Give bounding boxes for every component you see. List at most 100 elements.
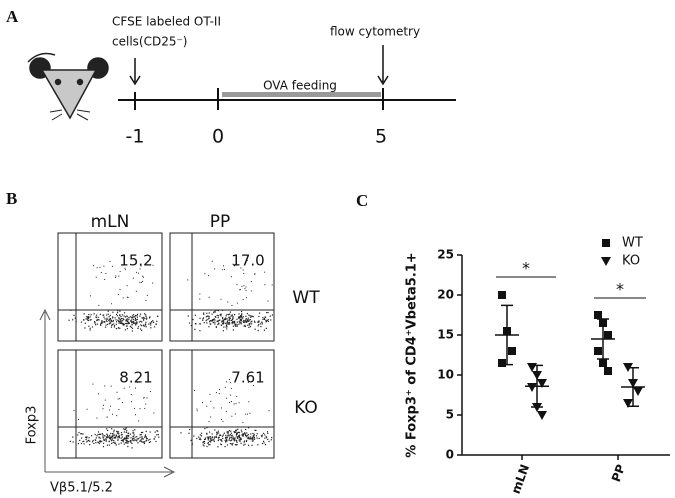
dot bbox=[231, 415, 233, 417]
dot bbox=[252, 316, 254, 318]
dot bbox=[115, 313, 118, 316]
dot bbox=[117, 439, 119, 441]
dot bbox=[228, 313, 230, 316]
dot bbox=[140, 265, 142, 267]
dot bbox=[123, 431, 126, 433]
dot bbox=[140, 320, 142, 322]
y-tick-label: 25 bbox=[437, 248, 454, 262]
dot bbox=[105, 319, 108, 321]
dot bbox=[134, 314, 137, 317]
dot bbox=[141, 275, 143, 277]
dot bbox=[118, 435, 120, 437]
dot bbox=[119, 398, 121, 400]
dot bbox=[267, 438, 269, 441]
dot bbox=[202, 401, 204, 403]
dot bbox=[234, 314, 236, 316]
dot bbox=[267, 311, 269, 314]
dot bbox=[253, 273, 255, 275]
data-point bbox=[604, 331, 612, 339]
dot bbox=[225, 437, 227, 439]
y-tick-label: 5 bbox=[446, 408, 454, 422]
dot bbox=[253, 434, 255, 437]
dot bbox=[117, 435, 119, 438]
dot bbox=[193, 389, 195, 391]
dot bbox=[242, 435, 244, 437]
dot bbox=[83, 319, 85, 321]
dot bbox=[248, 438, 250, 440]
dot bbox=[120, 439, 123, 442]
dot bbox=[236, 284, 238, 286]
dot bbox=[243, 441, 245, 443]
dot bbox=[199, 298, 201, 300]
dot bbox=[213, 311, 215, 313]
dot bbox=[217, 439, 219, 442]
dot bbox=[247, 444, 250, 446]
data-point bbox=[537, 379, 547, 388]
dot bbox=[110, 436, 113, 439]
dot bbox=[89, 319, 91, 321]
dot bbox=[125, 431, 127, 433]
dot bbox=[104, 399, 106, 401]
dot bbox=[247, 413, 249, 415]
dot bbox=[125, 440, 127, 442]
dot bbox=[118, 275, 120, 277]
dot bbox=[268, 440, 270, 443]
dot bbox=[72, 436, 74, 438]
dot bbox=[106, 320, 108, 323]
dot bbox=[263, 442, 265, 444]
data-point bbox=[623, 399, 633, 408]
dot bbox=[271, 284, 273, 286]
dot bbox=[202, 444, 204, 446]
mouse-icon bbox=[27, 52, 109, 121]
dot bbox=[211, 439, 213, 441]
dot bbox=[233, 321, 235, 323]
dot bbox=[125, 435, 127, 437]
dot bbox=[86, 408, 88, 410]
dot bbox=[117, 293, 119, 295]
y-tick-label: 10 bbox=[437, 368, 454, 382]
dot bbox=[111, 265, 113, 267]
dot bbox=[100, 433, 102, 435]
dot bbox=[212, 319, 214, 322]
dot bbox=[189, 428, 191, 431]
dot bbox=[241, 431, 243, 433]
dot bbox=[102, 439, 105, 441]
column-header: PP bbox=[210, 212, 231, 232]
dot bbox=[250, 323, 253, 325]
dot bbox=[145, 314, 147, 316]
dot bbox=[245, 440, 248, 443]
dot bbox=[145, 318, 148, 320]
dot bbox=[236, 321, 238, 323]
dot bbox=[217, 430, 220, 432]
dot bbox=[243, 433, 245, 435]
dot bbox=[244, 443, 246, 445]
dot bbox=[235, 435, 237, 437]
dot bbox=[140, 434, 142, 436]
dot bbox=[131, 322, 133, 324]
dot bbox=[231, 314, 234, 316]
dot bbox=[208, 317, 210, 319]
dot bbox=[232, 436, 234, 438]
dot bbox=[225, 441, 227, 443]
dot bbox=[220, 439, 222, 441]
dot bbox=[236, 318, 238, 320]
dot bbox=[233, 320, 236, 322]
dot bbox=[251, 444, 253, 446]
dot bbox=[204, 438, 206, 441]
dot bbox=[86, 437, 88, 439]
dot bbox=[80, 433, 82, 435]
dot bbox=[250, 315, 252, 317]
dot bbox=[140, 324, 142, 326]
dot bbox=[221, 435, 224, 437]
dot bbox=[226, 431, 228, 433]
dot bbox=[226, 313, 228, 316]
dot bbox=[106, 435, 109, 437]
dot bbox=[212, 439, 214, 441]
dot bbox=[235, 429, 237, 431]
dot bbox=[242, 269, 244, 271]
dot bbox=[213, 318, 215, 320]
dot bbox=[108, 437, 111, 439]
dot bbox=[193, 435, 195, 437]
dot bbox=[89, 329, 91, 331]
dot bbox=[146, 437, 148, 440]
